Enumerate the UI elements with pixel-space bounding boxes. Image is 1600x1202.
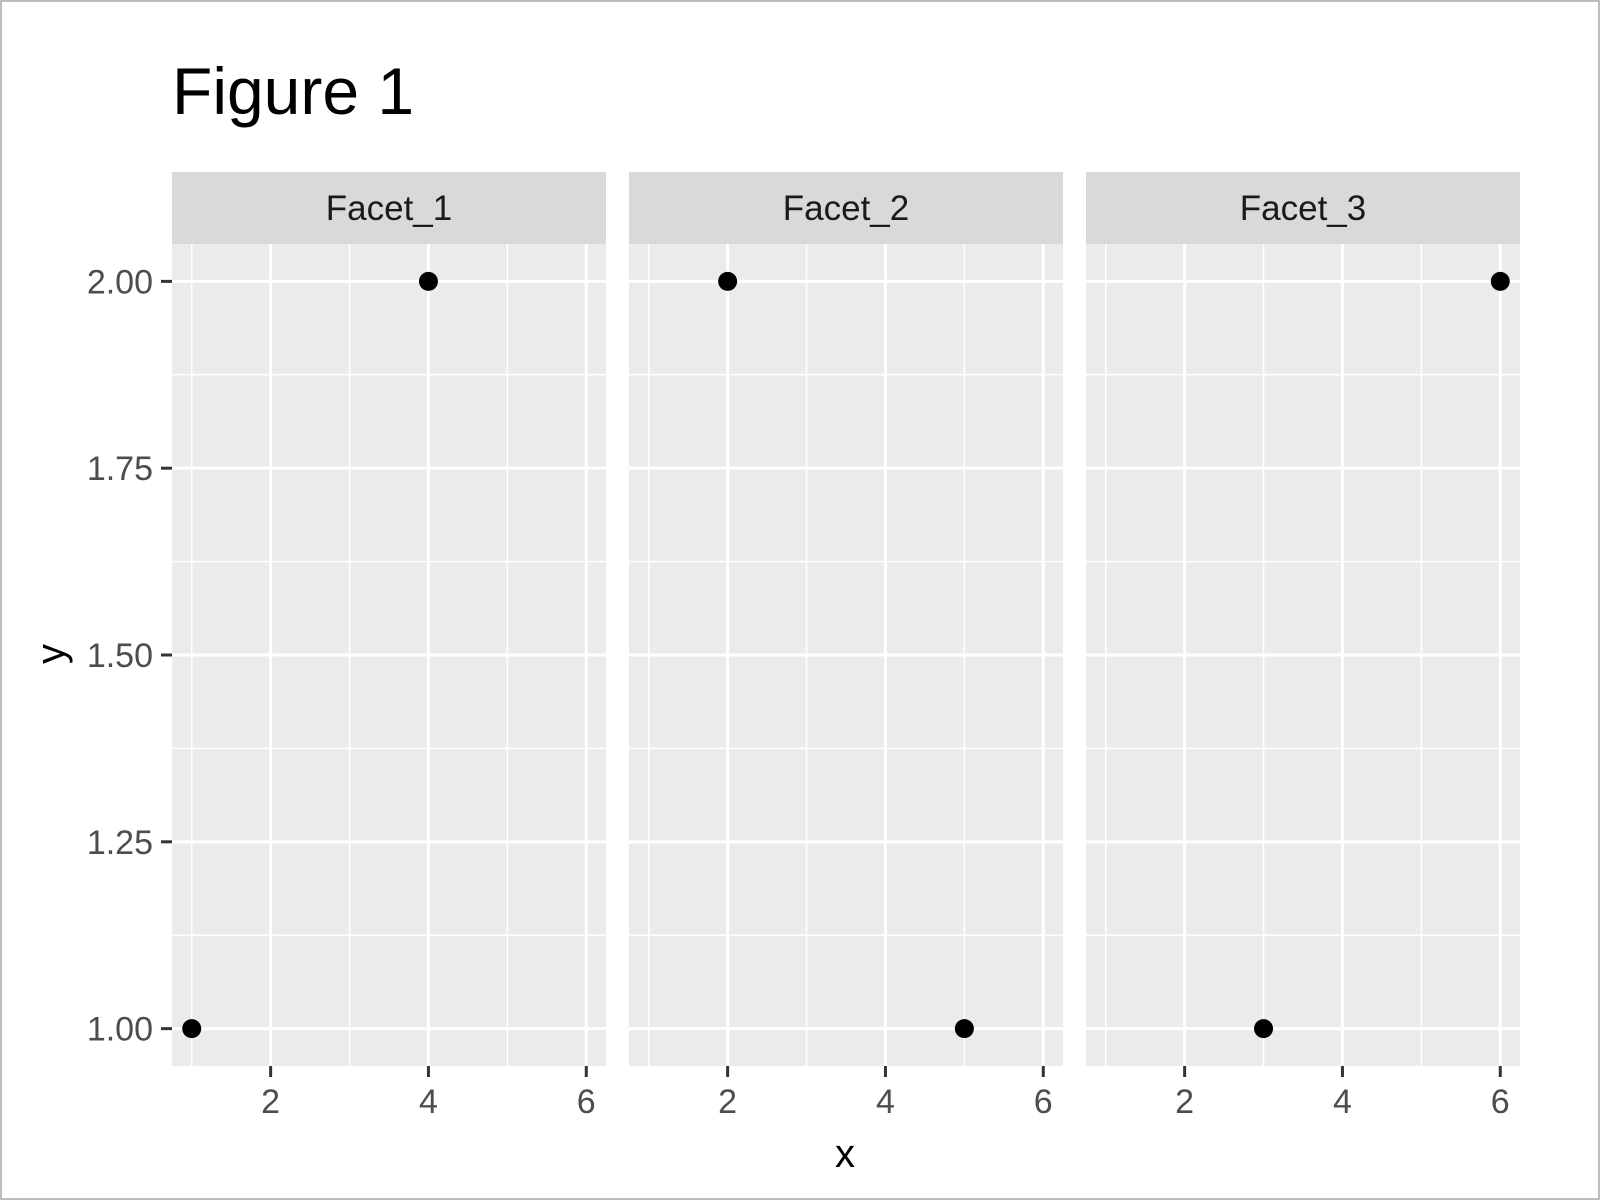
x-axis-title: x — [835, 1132, 855, 1176]
x-tick-label: 6 — [1491, 1083, 1510, 1121]
x-tick-label: 2 — [1175, 1083, 1194, 1121]
data-point — [418, 271, 438, 291]
facet-strip — [1086, 172, 1520, 244]
x-tick-label: 4 — [419, 1083, 438, 1121]
facet-panels: Facet_1 2 4 6 Facet_2 2 4 6 Facet_3 2 4 6 — [172, 172, 1520, 1121]
facet-strip-label: Facet_2 — [783, 189, 909, 228]
facet-strip-label: Facet_3 — [1240, 189, 1366, 228]
x-tick-label: 6 — [1034, 1083, 1053, 1121]
facet-strip-label: Facet_1 — [326, 189, 452, 228]
y-axis-title: y — [29, 644, 73, 664]
data-point — [954, 1019, 974, 1039]
x-tick-label: 2 — [718, 1083, 737, 1121]
facet-strip — [172, 172, 606, 244]
x-tick-label: 2 — [261, 1083, 280, 1121]
y-tick-label: 1.25 — [87, 824, 153, 862]
y-tick-label: 1.00 — [87, 1011, 153, 1049]
x-tick-label: 6 — [577, 1083, 596, 1121]
x-tick-label: 4 — [876, 1083, 895, 1121]
data-point — [1254, 1019, 1274, 1039]
y-tick-label: 2.00 — [87, 263, 153, 301]
y-tick-label: 1.50 — [87, 637, 153, 675]
data-point — [718, 271, 738, 291]
facet-strip — [629, 172, 1063, 244]
facet-panel-3: Facet_3 2 4 6 — [1086, 172, 1520, 1121]
data-point — [1490, 271, 1510, 291]
y-tick-label: 1.75 — [87, 450, 153, 488]
facet-panel-2: Facet_2 2 4 6 — [629, 172, 1063, 1121]
facet-panel-1: Facet_1 2 4 6 — [172, 172, 606, 1121]
chart-title: Figure 1 — [172, 54, 414, 128]
y-axis: 1.00 1.25 1.50 1.75 2.00 — [87, 263, 172, 1049]
data-point — [182, 1019, 202, 1039]
x-tick-label: 4 — [1333, 1083, 1352, 1121]
